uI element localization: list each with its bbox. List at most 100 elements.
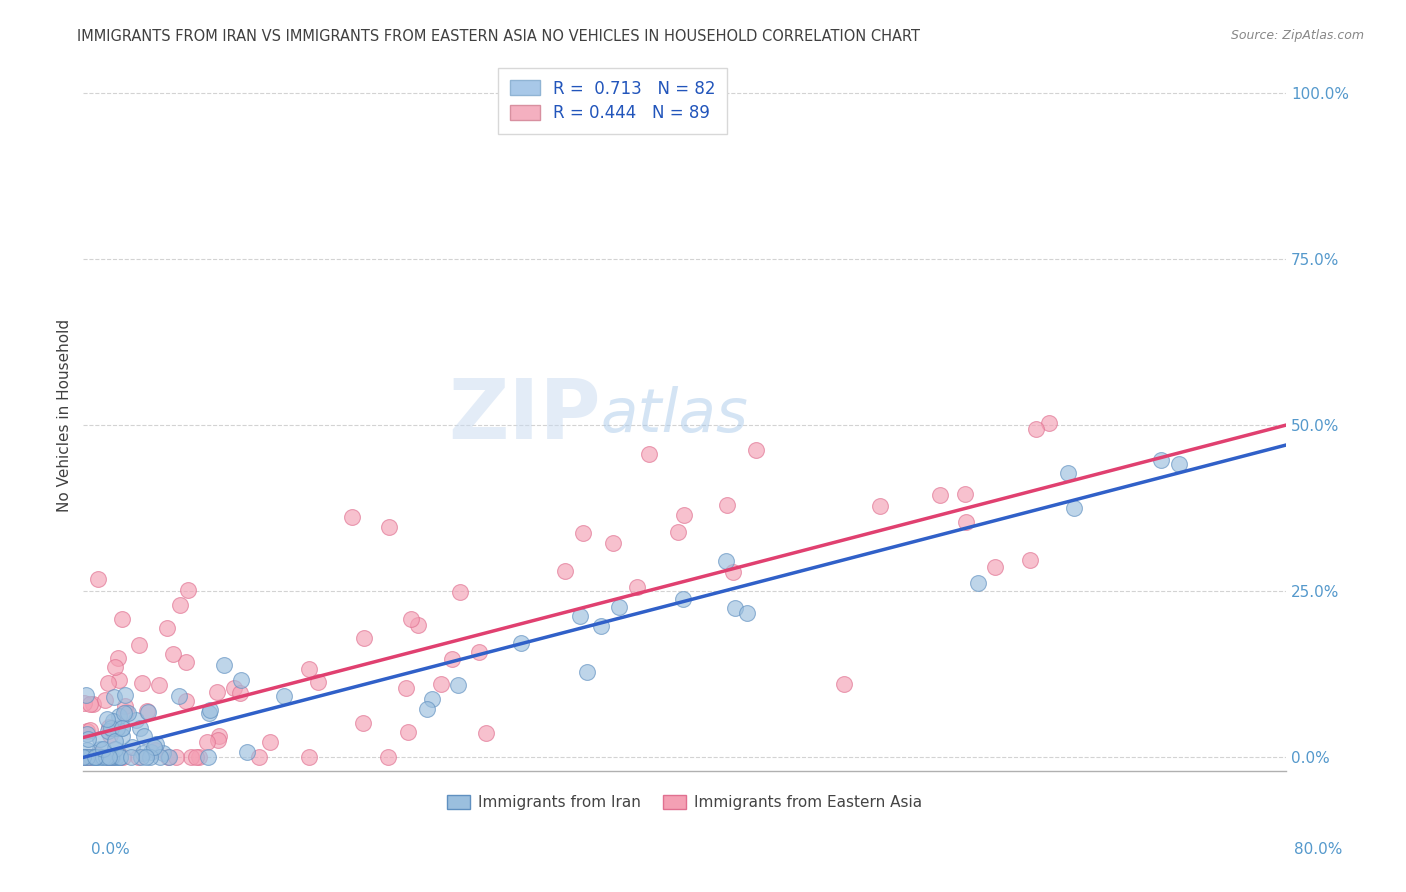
Immigrants from Iran [114, 688, 136, 702]
Immigrants from Eastern Asia [184, 750, 207, 764]
Immigrants from Eastern Asia [77, 750, 100, 764]
Immigrants from Iran [143, 739, 166, 754]
Immigrants from Eastern Asia [79, 723, 101, 738]
Immigrants from Eastern Asia [475, 726, 498, 740]
Immigrants from Iran [125, 713, 148, 727]
Immigrants from Eastern Asia [94, 693, 117, 707]
Immigrants from Iran [735, 606, 758, 620]
Immigrants from Iran [591, 618, 613, 632]
Immigrants from Eastern Asia [721, 565, 744, 579]
Immigrants from Iran [84, 750, 107, 764]
Immigrants from Iran [132, 729, 155, 743]
Immigrants from Iran [135, 750, 157, 764]
Immigrants from Eastern Asia [984, 560, 1007, 574]
Immigrants from Eastern Asia [112, 750, 135, 764]
Immigrants from Eastern Asia [97, 720, 120, 734]
Immigrants from Iran [967, 576, 990, 591]
Immigrants from Iran [607, 599, 630, 614]
Text: IMMIGRANTS FROM IRAN VS IMMIGRANTS FROM EASTERN ASIA NO VEHICLES IN HOUSEHOLD CO: IMMIGRANTS FROM IRAN VS IMMIGRANTS FROM … [77, 29, 921, 44]
Immigrants from Eastern Asia [353, 715, 375, 730]
Immigrants from Eastern Asia [449, 584, 471, 599]
Immigrants from Eastern Asia [148, 678, 170, 692]
Immigrants from Iran [104, 741, 127, 756]
Immigrants from Iran [90, 750, 112, 764]
Immigrants from Eastern Asia [395, 681, 418, 695]
Immigrants from Iran [91, 750, 114, 764]
Immigrants from Eastern Asia [195, 735, 218, 749]
Immigrants from Iran [157, 750, 180, 764]
Y-axis label: No Vehicles in Household: No Vehicles in Household [58, 318, 72, 512]
Immigrants from Iran [107, 708, 129, 723]
Immigrants from Eastern Asia [353, 631, 375, 645]
Immigrants from Eastern Asia [174, 694, 197, 708]
Immigrants from Eastern Asia [115, 705, 138, 719]
Immigrants from Eastern Asia [111, 612, 134, 626]
Immigrants from Eastern Asia [468, 645, 491, 659]
Immigrants from Eastern Asia [1038, 416, 1060, 430]
Immigrants from Eastern Asia [156, 621, 179, 635]
Immigrants from Eastern Asia [97, 750, 120, 764]
Immigrants from Iran [91, 741, 114, 756]
Immigrants from Iran [1168, 458, 1191, 472]
Immigrants from Eastern Asia [572, 525, 595, 540]
Immigrants from Eastern Asia [298, 662, 321, 676]
Immigrants from Eastern Asia [98, 728, 121, 742]
Immigrants from Iran [416, 702, 439, 716]
Immigrants from Iran [139, 744, 162, 758]
Immigrants from Eastern Asia [401, 612, 423, 626]
Immigrants from Iran [107, 721, 129, 735]
Immigrants from Iran [197, 750, 219, 764]
Immigrants from Iran [672, 592, 695, 607]
Immigrants from Eastern Asia [207, 733, 229, 747]
Immigrants from Iran [86, 750, 108, 764]
Immigrants from Iran [568, 609, 591, 624]
Immigrants from Eastern Asia [745, 443, 768, 458]
Text: Source: ZipAtlas.com: Source: ZipAtlas.com [1230, 29, 1364, 42]
Immigrants from Iran [724, 600, 747, 615]
Immigrants from Eastern Asia [177, 582, 200, 597]
Immigrants from Iran [89, 742, 111, 756]
Immigrants from Iran [96, 750, 118, 764]
Immigrants from Eastern Asia [406, 617, 429, 632]
Immigrants from Iran [75, 688, 97, 702]
Text: 80.0%: 80.0% [1295, 842, 1343, 856]
Immigrants from Iran [145, 737, 167, 751]
Immigrants from Iran [1150, 453, 1173, 467]
Immigrants from Eastern Asia [208, 729, 231, 743]
Immigrants from Eastern Asia [638, 447, 661, 461]
Immigrants from Eastern Asia [87, 572, 110, 586]
Immigrants from Eastern Asia [1018, 553, 1040, 567]
Immigrants from Iran [128, 721, 150, 735]
Immigrants from Iran [100, 750, 122, 764]
Immigrants from Eastern Asia [666, 524, 689, 539]
Immigrants from Eastern Asia [156, 750, 179, 764]
Immigrants from Eastern Asia [101, 750, 124, 764]
Immigrants from Eastern Asia [127, 750, 149, 764]
Text: 0.0%: 0.0% [91, 842, 131, 856]
Immigrants from Eastern Asia [229, 686, 252, 700]
Immigrants from Iran [76, 750, 98, 764]
Immigrants from Eastern Asia [169, 598, 191, 612]
Immigrants from Iran [716, 554, 738, 568]
Immigrants from Eastern Asia [377, 750, 399, 764]
Immigrants from Eastern Asia [716, 498, 738, 512]
Immigrants from Iran [83, 750, 105, 764]
Immigrants from Eastern Asia [97, 750, 120, 764]
Immigrants from Iran [447, 678, 470, 692]
Immigrants from Iran [236, 745, 259, 759]
Immigrants from Iran [80, 750, 103, 764]
Immigrants from Eastern Asia [832, 677, 855, 691]
Immigrants from Iran [111, 721, 134, 735]
Immigrants from Eastern Asia [82, 698, 104, 712]
Immigrants from Iran [104, 734, 127, 748]
Immigrants from Iran [167, 690, 190, 704]
Immigrants from Eastern Asia [672, 508, 695, 522]
Immigrants from Iran [84, 750, 107, 764]
Immigrants from Iran [149, 750, 172, 764]
Immigrants from Iran [1056, 466, 1078, 480]
Immigrants from Eastern Asia [76, 723, 98, 738]
Immigrants from Eastern Asia [1025, 422, 1047, 436]
Immigrants from Eastern Asia [378, 520, 401, 534]
Immigrants from Eastern Asia [298, 750, 321, 764]
Immigrants from Iran [420, 692, 443, 706]
